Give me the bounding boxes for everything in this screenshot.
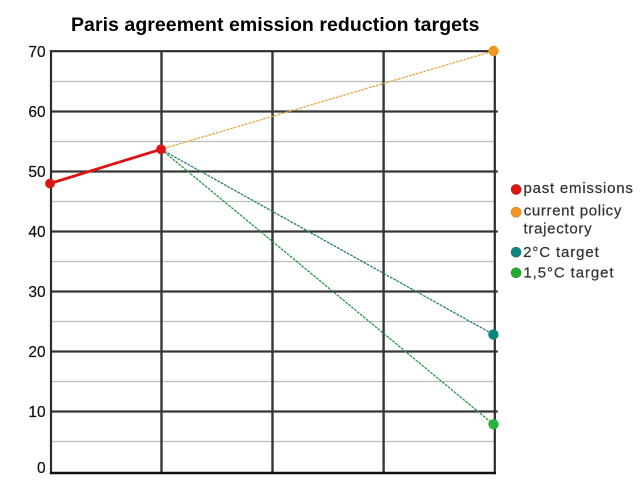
svg-text:20: 20 <box>28 344 46 361</box>
svg-text:30: 30 <box>28 284 46 301</box>
svg-text:50: 50 <box>28 164 46 181</box>
svg-text:0: 0 <box>37 460 46 477</box>
svg-text:70: 70 <box>28 44 46 61</box>
svg-text:trajectory: trajectory <box>524 221 593 238</box>
svg-text:1,5°C target: 1,5°C target <box>523 265 614 282</box>
svg-text:2°C target: 2°C target <box>523 244 600 261</box>
svg-text:40: 40 <box>28 224 46 241</box>
svg-text:60: 60 <box>28 104 46 121</box>
svg-text:10: 10 <box>28 404 46 421</box>
svg-text:past emissions: past emissions <box>524 180 634 197</box>
svg-text:Paris agreement emission reduc: Paris agreement emission reduction targe… <box>71 14 480 36</box>
svg-text:current policy: current policy <box>524 203 622 220</box>
